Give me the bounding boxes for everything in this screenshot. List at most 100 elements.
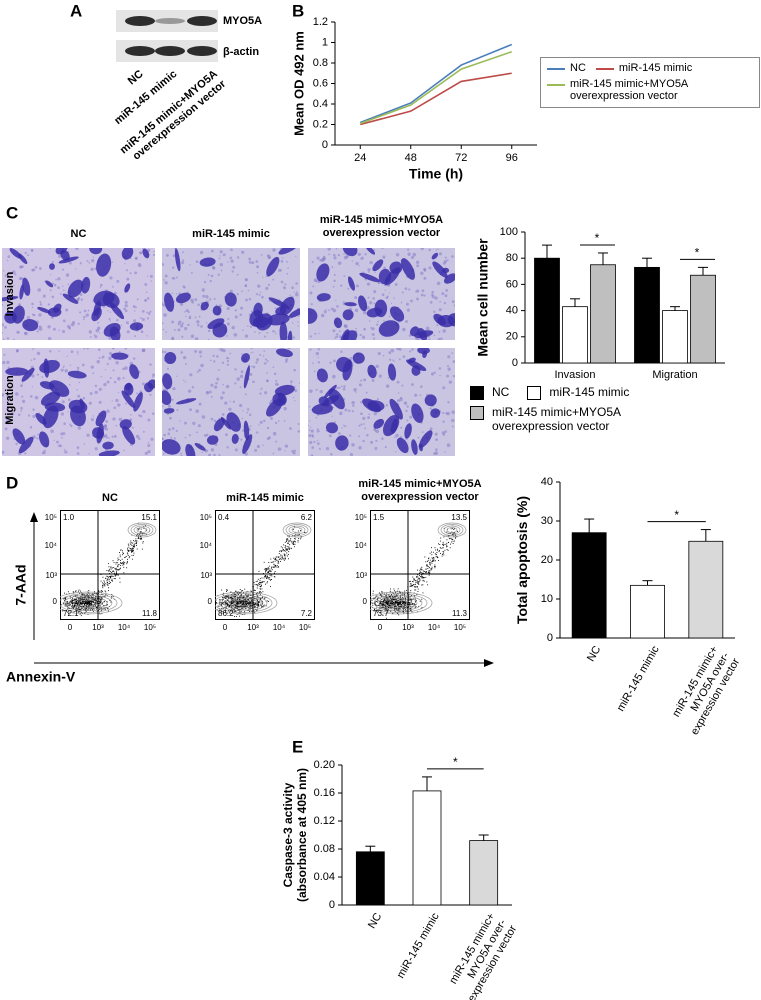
- event-dot: [375, 602, 376, 603]
- event-dot: [137, 549, 138, 550]
- micrograph-speck: [69, 384, 71, 386]
- micrograph-speck: [363, 311, 366, 314]
- micrograph-speck: [309, 406, 310, 407]
- event-dot: [371, 602, 372, 603]
- micrograph-speck: [75, 268, 76, 269]
- micrograph-speck: [214, 298, 216, 300]
- event-dot: [216, 602, 217, 603]
- event-dot: [127, 559, 128, 560]
- micrograph-speck: [222, 391, 225, 394]
- micrograph-speck: [37, 330, 39, 332]
- event-dot: [136, 545, 137, 546]
- flow-x-tick-label: 0: [223, 623, 228, 632]
- event-dot: [455, 538, 456, 539]
- event-dot: [431, 568, 432, 569]
- micrograph-speck: [366, 434, 368, 436]
- micrograph-speck: [142, 310, 145, 313]
- event-dot: [235, 600, 236, 601]
- micrograph-speck: [169, 417, 172, 420]
- event-dot: [107, 578, 108, 579]
- event-dot: [227, 604, 228, 605]
- micrograph-speck: [199, 351, 202, 354]
- event-dot: [110, 566, 111, 567]
- event-dot: [368, 599, 369, 600]
- micrograph-speck: [340, 351, 342, 353]
- micrograph-speck: [247, 325, 249, 327]
- micrograph-speck: [212, 355, 214, 357]
- micrograph-speck: [67, 411, 68, 412]
- event-dot: [258, 603, 259, 604]
- event-dot: [133, 540, 134, 541]
- event-dot: [427, 566, 428, 567]
- micrograph-speck: [272, 330, 274, 332]
- event-dot: [96, 600, 97, 601]
- column-header: NC: [2, 228, 155, 241]
- event-dot: [384, 598, 385, 599]
- event-dot: [400, 603, 401, 604]
- event-dot: [423, 580, 424, 581]
- column-header: miR-145 mimic: [162, 228, 300, 241]
- micrograph-speck: [37, 288, 41, 292]
- micrograph-speck: [428, 339, 431, 342]
- micrograph-speck: [252, 380, 255, 383]
- micrograph-speck: [36, 437, 38, 439]
- event-dot: [113, 567, 114, 568]
- micrograph-speck: [3, 339, 5, 341]
- event-dot: [284, 554, 285, 555]
- event-dot: [395, 599, 396, 600]
- bar: [356, 852, 384, 905]
- event-dot: [88, 590, 89, 591]
- micrograph-speck: [64, 450, 67, 453]
- micrograph-speck: [240, 386, 242, 388]
- micrograph-speck: [382, 293, 385, 296]
- event-dot: [123, 564, 124, 565]
- event-dot: [403, 613, 404, 614]
- micrograph-speck: [50, 248, 51, 249]
- event-dot: [375, 597, 376, 598]
- micrograph-speck: [228, 408, 231, 411]
- event-dot: [240, 603, 241, 604]
- event-dot: [255, 590, 256, 591]
- micrograph-speck: [258, 424, 259, 425]
- micrograph-speck: [260, 421, 263, 424]
- micrograph-speck: [338, 261, 342, 265]
- micrograph-speck: [64, 369, 67, 372]
- micrograph-speck: [332, 375, 336, 379]
- event-dot: [418, 578, 419, 579]
- event-dot: [377, 605, 378, 606]
- micrograph-speck: [407, 249, 409, 251]
- micrograph-speck: [83, 397, 86, 400]
- event-dot: [136, 542, 137, 543]
- micrograph-speck: [100, 287, 101, 288]
- event-dot: [214, 601, 215, 602]
- micrograph-speck: [31, 249, 34, 252]
- event-dot: [294, 546, 295, 547]
- event-dot: [283, 544, 284, 545]
- event-dot: [220, 602, 221, 603]
- micrograph-speck: [363, 423, 365, 425]
- quadrant-value: 73.7: [373, 609, 389, 618]
- micrograph-speck: [75, 247, 78, 250]
- micrograph-speck: [218, 348, 219, 349]
- micrograph-speck: [226, 335, 228, 337]
- event-dot: [65, 598, 66, 599]
- event-dot: [65, 604, 66, 605]
- micrograph-speck: [439, 252, 442, 255]
- event-dot: [126, 567, 127, 568]
- micrograph-speck: [227, 322, 230, 325]
- event-dot: [433, 552, 434, 553]
- micrograph-speck: [97, 360, 100, 363]
- micrograph-speck: [110, 312, 111, 313]
- micrograph-speck: [185, 381, 186, 382]
- panel-label: E: [292, 737, 303, 756]
- micrograph-speck: [142, 349, 145, 352]
- micrograph-speck: [428, 249, 430, 251]
- micrograph-speck: [111, 261, 113, 263]
- micrograph-speck: [79, 311, 81, 313]
- micrograph-speck: [411, 383, 414, 386]
- event-dot: [264, 578, 265, 579]
- micrograph-speck: [208, 339, 210, 341]
- micrograph-speck: [153, 254, 155, 256]
- micrograph-speck: [422, 431, 424, 433]
- micrograph-speck: [230, 290, 233, 293]
